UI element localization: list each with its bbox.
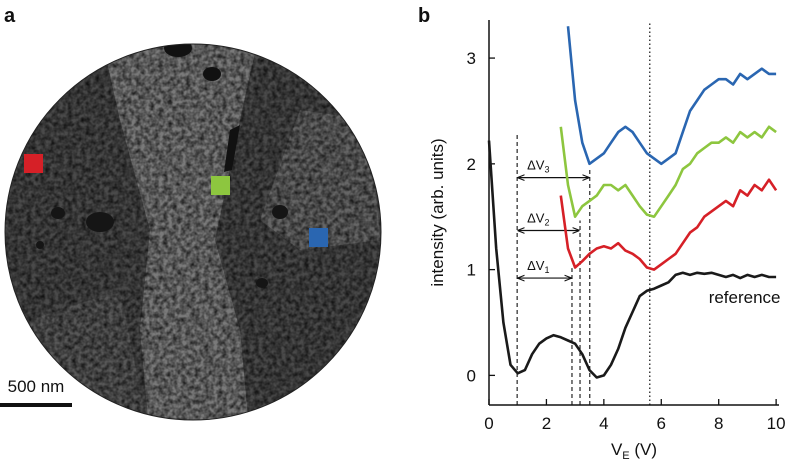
x-tick-label: 10: [767, 414, 786, 433]
region-marker: [211, 176, 230, 195]
x-tick-label: 6: [657, 414, 666, 433]
series-label: reference: [709, 288, 781, 307]
x-axis-label-subscript: E: [622, 450, 629, 462]
x-axis-label-unit: (V): [630, 440, 657, 459]
y-axis-label: intensity (arb. units): [428, 138, 447, 286]
series-line: [487, 140, 777, 379]
series-line: [559, 178, 778, 271]
interval-label-main: ΔV: [527, 258, 545, 273]
panel-label: a: [4, 5, 16, 27]
x-tick-label: 8: [714, 414, 723, 433]
interval-label-subscript: 2: [544, 217, 549, 227]
y-tick-label: 1: [467, 261, 476, 280]
series-line: [566, 26, 777, 166]
y-tick-label: 0: [467, 366, 476, 385]
panel-label: b: [418, 5, 430, 27]
interval-label-subscript: 3: [544, 165, 549, 175]
x-axis-label-main: V: [611, 440, 623, 459]
y-tick-label: 3: [467, 49, 476, 68]
x-tick-label: 0: [484, 414, 493, 433]
series-line: [559, 125, 777, 218]
interval-label-subscript: 1: [544, 265, 549, 275]
interval-label: ΔV2: [527, 210, 549, 227]
y-tick-label: 2: [467, 155, 476, 174]
x-axis-label: VE (V): [611, 440, 657, 462]
interval-label: ΔV3: [527, 158, 549, 175]
interval-label-main: ΔV: [527, 158, 545, 173]
region-marker: [24, 154, 43, 173]
interval-label-main: ΔV: [527, 210, 545, 225]
x-tick-label: 4: [599, 414, 608, 433]
interval-label: ΔV1: [527, 258, 549, 275]
image-rim: [4, 43, 382, 421]
x-tick-label: 2: [542, 414, 551, 433]
region-marker: [309, 228, 328, 247]
scale-bar-label: 500 nm: [8, 377, 65, 396]
